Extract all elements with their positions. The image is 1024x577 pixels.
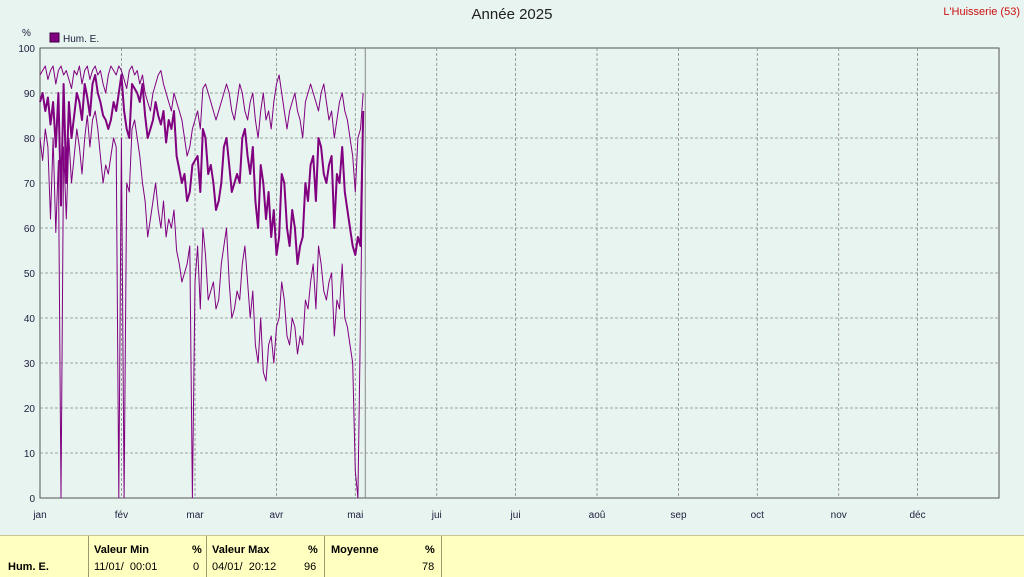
x-tick-label: mai [347, 510, 363, 521]
x-tick-label: oct [751, 510, 765, 521]
y-tick-label: 100 [18, 44, 35, 55]
stats-max-datetime: 04/01/ 20:12 [212, 561, 277, 573]
series-line-min [39, 110, 364, 499]
station-name: L'Huisserie (53) [943, 6, 1020, 18]
y-tick-label: 30 [24, 359, 36, 370]
y-tick-label: 20 [24, 404, 36, 415]
x-tick-label: déc [909, 510, 925, 521]
grid-lines [40, 48, 999, 498]
x-axis-ticks: jan fév mar avr mai jui jui aoû sep oct nov déc [32, 510, 925, 521]
y-tick-label: 40 [24, 314, 36, 325]
x-tick-label: avr [270, 510, 285, 521]
stats-max-value: 96 [304, 561, 317, 573]
x-tick-label: jui [431, 510, 442, 521]
stats-min-header: Valeur Min [94, 544, 150, 556]
x-tick-label: mar [186, 510, 204, 521]
series-lines [39, 65, 365, 499]
legend: Hum. E. [49, 32, 99, 45]
stats-panel: Hum. E. Valeur Min % 11/01/ 00:01 0 Vale… [0, 535, 1024, 577]
stats-mean-header: Moyenne [331, 544, 379, 556]
series-line-mean [39, 74, 365, 265]
x-tick-label: sep [670, 510, 687, 521]
stats-min-unit: % [192, 544, 202, 556]
y-tick-label: 90 [24, 89, 36, 100]
stats-max-header: Valeur Max [212, 544, 270, 556]
x-tick-label: aoû [589, 510, 606, 521]
chart-title: Année 2025 [471, 6, 553, 23]
legend-swatch [49, 32, 60, 43]
x-tick-label: jan [32, 510, 46, 521]
x-tick-label: fév [115, 510, 128, 521]
humidity-chart: 0 10 20 30 40 50 60 70 80 90 100 jan fév mar avr mai ju… [18, 28, 1000, 521]
x-tick-label: jui [510, 510, 521, 521]
y-tick-label: 0 [29, 494, 35, 505]
y-tick-label: 60 [24, 224, 36, 235]
y-tick-label: 10 [24, 449, 36, 460]
stats-min-value: 0 [193, 561, 200, 573]
x-tick-label: nov [831, 510, 847, 521]
y-tick-label: 80 [24, 134, 36, 145]
stats-max-column: Valeur Max % 04/01/ 20:12 96 [206, 536, 324, 577]
stats-mean-value: 78 [422, 561, 435, 573]
y-axis-ticks: 0 10 20 30 40 50 60 70 80 90 100 [18, 44, 35, 505]
y-axis-unit: % [22, 28, 31, 39]
stats-mean-unit: % [425, 544, 435, 556]
y-tick-label: 50 [24, 269, 36, 280]
stats-mean-column: Moyenne % 78 [324, 536, 442, 577]
y-tick-label: 70 [24, 179, 36, 190]
stats-series-label: Hum. E. [8, 561, 49, 573]
series-line-max [39, 65, 364, 193]
stats-min-column: Valeur Min % 11/01/ 00:01 0 [88, 536, 206, 577]
stats-max-unit: % [308, 544, 318, 556]
stats-min-datetime: 11/01/ 00:01 [94, 561, 158, 573]
legend-label: Hum. E. [63, 34, 99, 45]
